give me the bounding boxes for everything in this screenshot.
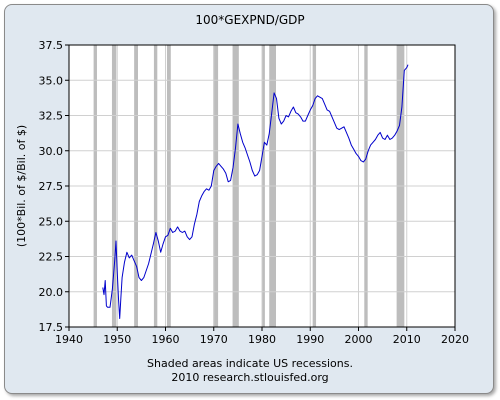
- y-tick-label-5: 30.0: [39, 145, 64, 158]
- x-tick-label-3: 1970: [200, 333, 228, 346]
- series-line-0: [102, 64, 409, 319]
- chart-title: 100*GEXPND/GDP: [195, 13, 304, 27]
- y-tick-label-6: 32.5: [39, 110, 64, 123]
- x-tick-label-1: 1950: [103, 333, 131, 346]
- x-tick-label-6: 2000: [345, 333, 373, 346]
- y-tick-label-8: 37.5: [39, 39, 64, 52]
- footer-recession-note: Shaded areas indicate US recessions.: [147, 357, 353, 370]
- y-tick-label-1: 20.0: [39, 286, 64, 299]
- x-tick-label-8: 2020: [441, 333, 469, 346]
- footer-source: 2010 research.stlouisfed.org: [171, 371, 328, 384]
- chart-svg: 100*GEXPND/GDP 1940 1950 1960 1970 1980 1990 2…: [15, 13, 469, 384]
- y-tick-layer: 17.5 20.0 22.5 25.0 27.5 30.0 32.5 35.0 37.5: [39, 39, 69, 334]
- x-tick-label-0: 1940: [55, 333, 83, 346]
- y-tick-label-4: 27.5: [39, 180, 64, 193]
- x-tick-label-2: 1960: [152, 333, 180, 346]
- y-tick-label-2: 22.5: [39, 251, 64, 264]
- x-tick-label-4: 1980: [248, 333, 276, 346]
- y-tick-label-0: 17.5: [39, 321, 64, 334]
- y-tick-label-3: 25.0: [39, 215, 64, 228]
- x-tick-label-5: 1990: [296, 333, 324, 346]
- data-line-layer: [102, 64, 409, 319]
- chart-frame: 100*GEXPND/GDP 1940 1950 1960 1970 1980 1990 2…: [4, 4, 494, 394]
- x-tick-label-7: 2010: [393, 333, 421, 346]
- y-tick-label-7: 35.0: [39, 74, 64, 87]
- x-tick-layer: 1940 1950 1960 1970 1980 1990 2000 2010 2020: [55, 327, 469, 346]
- y-axis-label: (100*Bil. of $/Bil. of $): [15, 125, 28, 247]
